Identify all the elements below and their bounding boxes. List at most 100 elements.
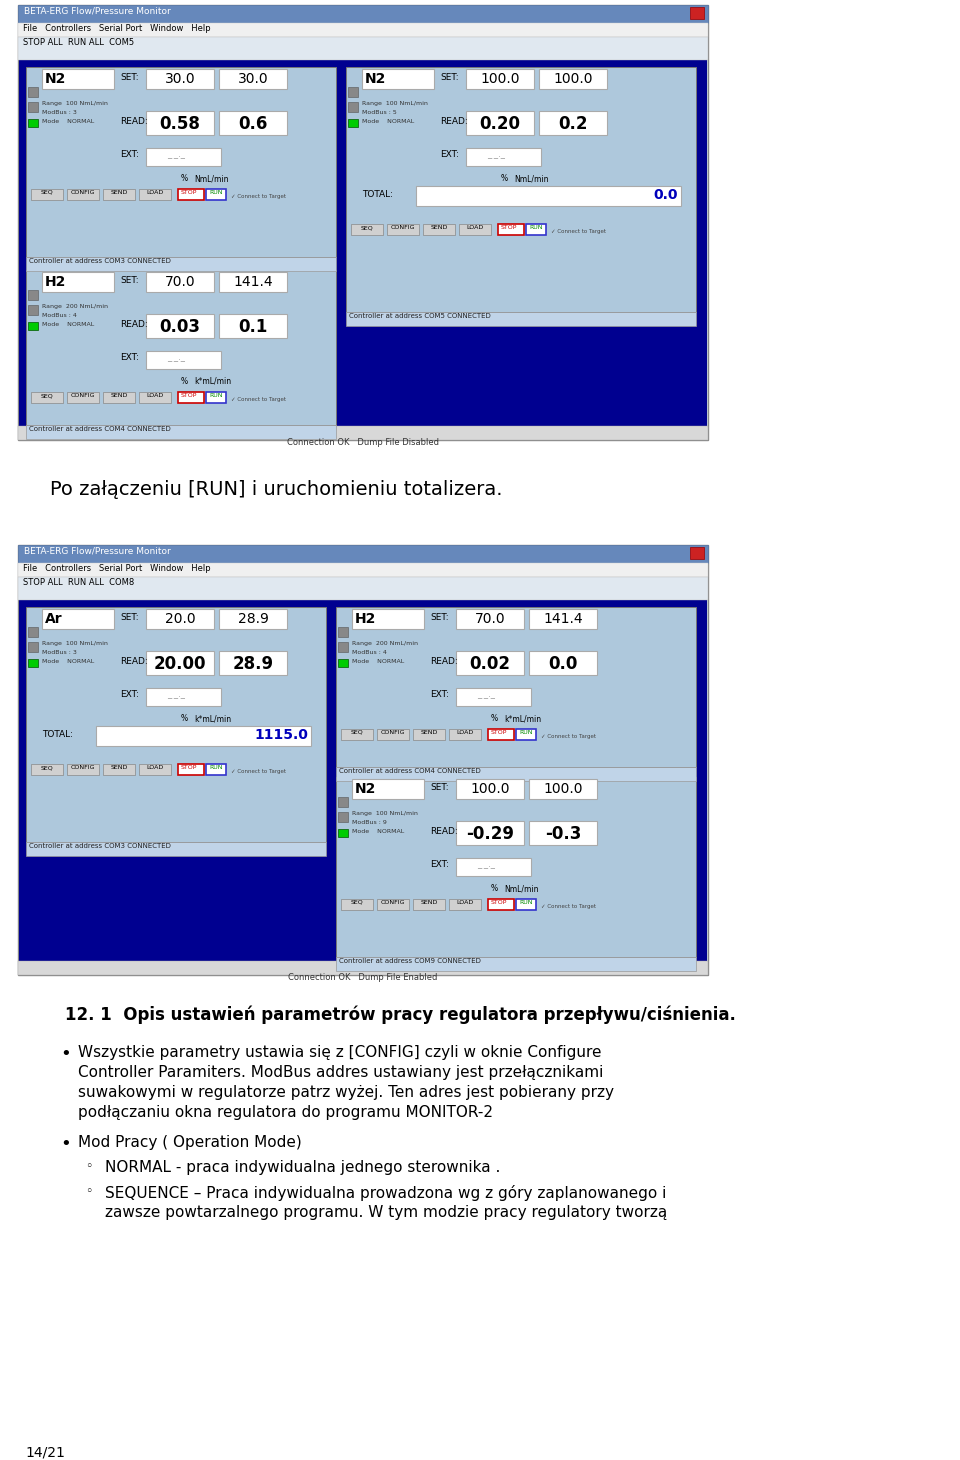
Bar (526, 223, 546, 235)
Bar (18, 545, 708, 975)
Text: N2: N2 (365, 72, 386, 86)
Bar (146, 69, 214, 89)
Bar (26, 67, 336, 257)
Text: EXT:: EXT: (120, 691, 139, 699)
Text: STOP: STOP (491, 730, 508, 734)
Text: STOP ALL  RUN ALL  COM8: STOP ALL RUN ALL COM8 (23, 578, 134, 587)
Text: 0.02: 0.02 (469, 656, 511, 673)
Bar (529, 780, 597, 799)
Bar (42, 272, 114, 292)
Text: _ _._: _ _._ (167, 353, 185, 362)
Bar (28, 658, 38, 667)
Bar (206, 764, 226, 775)
Bar (516, 899, 536, 910)
Text: SEQ: SEQ (350, 899, 364, 905)
Text: 0.03: 0.03 (159, 318, 201, 336)
Bar (387, 223, 419, 235)
Text: %: % (181, 377, 188, 385)
Text: SET:: SET: (120, 276, 138, 285)
Text: CONFIG: CONFIG (381, 730, 405, 734)
Text: Range  100 NmL/min: Range 100 NmL/min (42, 641, 108, 645)
Bar (529, 651, 597, 675)
Bar (413, 899, 445, 910)
Bar (146, 272, 214, 292)
Bar (67, 764, 99, 775)
Text: RUN: RUN (519, 899, 533, 905)
Text: TOTAL:: TOTAL: (362, 190, 393, 199)
Text: SET:: SET: (430, 613, 448, 622)
Bar (28, 305, 38, 315)
Text: %: % (181, 714, 188, 723)
Bar (338, 658, 348, 667)
Text: Wszystkie parametry ustawia się z [CONFIG] czyli w oknie Configure: Wszystkie parametry ustawia się z [CONFI… (78, 1045, 602, 1060)
Bar (416, 185, 681, 206)
Text: %: % (181, 174, 188, 182)
Text: SEND: SEND (430, 225, 447, 231)
Text: SET:: SET: (120, 73, 138, 82)
Bar (219, 651, 287, 675)
Text: 28.9: 28.9 (237, 612, 269, 626)
Text: RUN: RUN (529, 225, 542, 231)
Text: ✓ Connect to Target: ✓ Connect to Target (231, 194, 286, 199)
Text: EXT:: EXT: (430, 860, 449, 869)
Text: %: % (491, 714, 498, 723)
Text: RUN: RUN (519, 730, 533, 734)
Text: CONFIG: CONFIG (381, 899, 405, 905)
Text: 0.0: 0.0 (654, 188, 678, 201)
Text: NmL/min: NmL/min (504, 883, 539, 894)
Text: Controller at address COM3 CONNECTED: Controller at address COM3 CONNECTED (29, 842, 171, 850)
Text: H2: H2 (45, 274, 66, 289)
Text: 28.9: 28.9 (232, 656, 274, 673)
Text: Po załączeniu [RUN] i uruchomieniu totalizera.: Po załączeniu [RUN] i uruchomieniu total… (50, 480, 502, 499)
Text: STOP: STOP (181, 190, 198, 196)
Bar (26, 270, 336, 425)
Bar (690, 7, 704, 19)
Bar (341, 729, 373, 740)
Bar (338, 642, 348, 653)
Text: H2: H2 (355, 612, 376, 626)
Bar (146, 688, 221, 707)
Text: File   Controllers   Serial Port   Window   Help: File Controllers Serial Port Window Help (23, 23, 210, 34)
Text: 100.0: 100.0 (470, 783, 510, 796)
Text: 0.58: 0.58 (159, 115, 201, 133)
Text: Connection OK   Dump File Disabled: Connection OK Dump File Disabled (287, 438, 439, 447)
Bar (96, 726, 311, 746)
Bar (146, 314, 214, 339)
Bar (219, 272, 287, 292)
Bar (18, 426, 708, 439)
Text: SET:: SET: (440, 73, 459, 82)
Text: Mode    NORMAL: Mode NORMAL (352, 658, 404, 664)
Bar (529, 821, 597, 845)
Bar (449, 729, 481, 740)
Text: Range  100 NmL/min: Range 100 NmL/min (362, 101, 428, 107)
Text: SEQ: SEQ (361, 225, 373, 231)
Bar (42, 609, 114, 629)
Bar (466, 69, 534, 89)
Bar (31, 764, 63, 775)
Text: -0.29: -0.29 (466, 825, 514, 842)
Bar (539, 111, 607, 134)
Text: BETA-ERG Flow/Pressure Monitor: BETA-ERG Flow/Pressure Monitor (24, 548, 171, 556)
Bar (488, 729, 514, 740)
Text: 14/21: 14/21 (25, 1445, 65, 1459)
Text: CONFIG: CONFIG (71, 393, 95, 399)
Text: Mode    NORMAL: Mode NORMAL (42, 323, 94, 327)
Text: _ _._: _ _._ (167, 150, 185, 159)
Bar (19, 600, 707, 974)
Text: LOAD: LOAD (146, 765, 163, 769)
Bar (18, 36, 708, 60)
Bar (67, 391, 99, 403)
Text: STOP: STOP (181, 393, 198, 399)
Text: ✓ Connect to Target: ✓ Connect to Target (551, 229, 606, 234)
Bar (362, 69, 434, 89)
Text: Range  100 NmL/min: Range 100 NmL/min (42, 101, 108, 107)
Bar (146, 350, 221, 369)
Bar (377, 729, 409, 740)
Text: Controller at address COM4 CONNECTED: Controller at address COM4 CONNECTED (29, 426, 171, 432)
Bar (26, 842, 326, 856)
Bar (103, 188, 135, 200)
Bar (456, 821, 524, 845)
Bar (146, 147, 221, 166)
Text: %: % (491, 883, 498, 894)
Text: 70.0: 70.0 (474, 612, 505, 626)
